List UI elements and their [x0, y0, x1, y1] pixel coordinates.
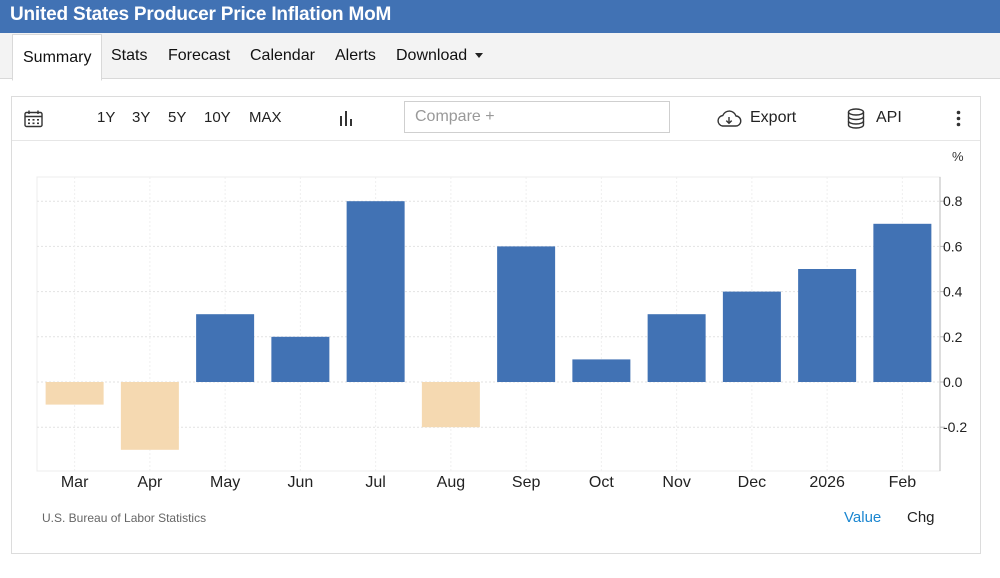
chevron-down-icon	[475, 53, 484, 59]
tab-download[interactable]: Download	[396, 33, 484, 78]
bar-apr[interactable]	[120, 382, 179, 450]
export-button[interactable]: Export	[750, 109, 797, 126]
y-tick-labels: -0.2 0.0 0.2 0.4 0.6 0.8	[943, 193, 967, 435]
range-max-button[interactable]: MAX	[249, 109, 282, 126]
x-tick-label: Mar	[61, 474, 89, 491]
calendar-icon[interactable]	[24, 110, 43, 128]
bar-aug[interactable]	[421, 382, 480, 428]
y-tick-label: 0.8	[943, 193, 963, 209]
bar-layer	[45, 201, 932, 450]
more-vertical-icon[interactable]	[956, 110, 961, 127]
page-title: United States Producer Price Inflation M…	[10, 4, 392, 25]
bar-may[interactable]	[196, 314, 255, 382]
bar-oct[interactable]	[572, 359, 631, 382]
bar-jul[interactable]	[346, 201, 405, 382]
database-icon[interactable]	[847, 108, 865, 129]
x-tick-labels: Mar Apr May Jun Jul Aug Sep Oct Nov Dec 2026 Feb	[61, 474, 916, 491]
y-axis-unit: %	[952, 149, 964, 164]
x-tick-label: Dec	[738, 474, 766, 491]
data-source: U.S. Bureau of Labor Statistics	[42, 511, 207, 525]
bar-nov[interactable]	[647, 314, 706, 382]
x-tick-label: Nov	[662, 474, 690, 491]
bar-dec[interactable]	[722, 291, 781, 382]
range-10y-button[interactable]: 10Y	[204, 109, 231, 126]
y-tick-label: 0.4	[943, 284, 963, 300]
tab-forecast[interactable]: Forecast	[168, 47, 231, 64]
x-tick-label: Apr	[137, 474, 163, 491]
range-5y-button[interactable]: 5Y	[168, 109, 187, 126]
x-tick-label: 2026	[809, 474, 845, 491]
bar-mar[interactable]	[45, 382, 104, 405]
cloud-download-icon[interactable]	[716, 110, 742, 128]
x-tick-label: Jul	[365, 474, 385, 491]
bar-2026[interactable]	[798, 269, 857, 382]
compare-input[interactable]	[404, 101, 670, 133]
x-tick-label: May	[210, 474, 240, 491]
y-tick-label: 0.6	[943, 238, 963, 254]
x-tick-label: Aug	[437, 474, 465, 491]
bar-chart: % -0.2 0.0 0.2 0.4 0.6 0.8 Mar Apr May Jun Jul Aug…	[36, 149, 967, 491]
range-3y-button[interactable]: 3Y	[132, 109, 151, 126]
tab-download-label: Download	[396, 47, 468, 64]
bar-jun[interactable]	[271, 336, 330, 382]
bar-chart-icon[interactable]	[339, 110, 355, 127]
title-bar: United States Producer Price Inflation M…	[0, 0, 1000, 33]
y-tick-label: 0.0	[943, 374, 963, 390]
chart-panel: 1Y 3Y 5Y 10Y MAX Export API %	[11, 96, 981, 554]
value-toggle[interactable]: Value	[844, 509, 882, 526]
x-tick-label: Sep	[512, 474, 541, 491]
bar-feb[interactable]	[873, 223, 932, 382]
x-tick-label: Feb	[889, 474, 917, 491]
chart-toolbar: 1Y 3Y 5Y 10Y MAX Export API	[12, 97, 980, 141]
bar-sep[interactable]	[497, 246, 556, 382]
tab-strip: Summary Stats Forecast Calendar Alerts D…	[0, 33, 1000, 81]
y-tick-label: 0.2	[943, 329, 963, 345]
tab-alerts[interactable]: Alerts	[335, 47, 376, 64]
x-tick-label: Jun	[287, 474, 313, 491]
range-1y-button[interactable]: 1Y	[97, 109, 116, 126]
chg-toggle[interactable]: Chg	[907, 509, 935, 526]
tab-calendar[interactable]: Calendar	[250, 47, 315, 64]
y-tick-label: -0.2	[943, 419, 967, 435]
tab-stats[interactable]: Stats	[111, 47, 148, 64]
tab-summary[interactable]: Summary	[12, 34, 103, 81]
x-tick-label: Oct	[589, 474, 614, 491]
api-button[interactable]: API	[876, 109, 902, 126]
